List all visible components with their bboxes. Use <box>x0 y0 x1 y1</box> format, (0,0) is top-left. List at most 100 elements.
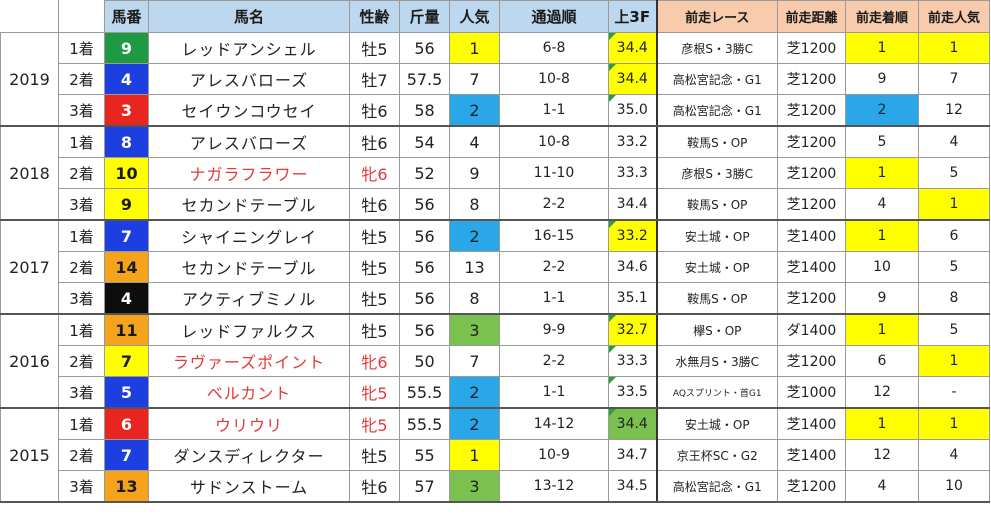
prev-finish: 2 <box>845 94 919 127</box>
prev-popularity: 12 <box>918 94 990 127</box>
prev-distance: 芝1200 <box>777 282 846 315</box>
corner-cell <box>0 0 59 33</box>
finish-rank: 2着 <box>58 157 105 189</box>
prev-race: 鞍馬S・OP <box>655 188 778 221</box>
table-row: 2着 14 セカンドテーブル 牡5 56 13 2-2 34.6 安土城・OP 芝1400 10 5 <box>1 251 990 283</box>
finish-rank: 1着 <box>58 219 105 252</box>
carried-weight: 56 <box>399 188 450 221</box>
header-row: 馬番 馬名 性齢 斤量 人気 通過順 上3F 前走レース 前走距離 前走着順 前… <box>0 0 990 33</box>
table-row: 2着 4 アレスバローズ 牡7 57.5 7 10-8 34.4 高松宮記念・G1 芝1200 9 7 <box>1 63 990 95</box>
table-row: 2017 1着 7 シャイニングレイ 牡5 56 2 16-15 33.2 安土城・OP 芝1400… <box>0 219 990 315</box>
sex-age: 牡6 <box>349 470 400 503</box>
prev-finish: 10 <box>845 251 919 283</box>
table-row: 3着 5 ベルカント 牝5 55.5 2 1-1 33.5 AQスプリント・首G1 芝1000 12… <box>1 376 990 409</box>
last-3f: 32.7 <box>608 313 657 346</box>
sex-age: 牝5 <box>349 376 400 409</box>
passing-order: 10-8 <box>499 125 609 158</box>
sex-age: 牝5 <box>349 407 400 440</box>
horse-number: 9 <box>104 32 149 64</box>
prev-finish: 6 <box>845 345 919 377</box>
finish-rank: 3着 <box>58 94 105 127</box>
horse-number: 8 <box>104 125 149 158</box>
prev-popularity: - <box>918 376 990 409</box>
header-weight: 斤量 <box>399 0 450 33</box>
header-sex-age: 性齢 <box>349 0 400 33</box>
prev-popularity: 5 <box>918 251 990 283</box>
horse-number: 14 <box>104 251 149 283</box>
sex-age: 牡5 <box>349 251 400 283</box>
finish-rank: 1着 <box>58 32 105 64</box>
finish-rank: 1着 <box>58 407 105 440</box>
carried-weight: 56 <box>399 313 450 346</box>
prev-finish: 4 <box>845 188 919 221</box>
year-cell: 2016 <box>0 313 59 409</box>
carried-weight: 57.5 <box>399 63 450 95</box>
passing-order: 9-9 <box>499 313 609 346</box>
popularity: 8 <box>449 282 500 315</box>
last-3f: 34.6 <box>608 251 657 283</box>
header-last-3f: 上3F <box>608 0 657 33</box>
popularity: 2 <box>449 94 500 127</box>
year-cell: 2019 <box>0 32 59 127</box>
header-horse-number: 馬番 <box>104 0 149 33</box>
horse-number: 9 <box>104 188 149 221</box>
prev-distance: 芝1400 <box>777 251 846 283</box>
table-row: 3着 9 セカンドテーブル 牡6 56 8 2-2 34.4 鞍馬S・OP 芝1200 4 1 <box>1 188 990 221</box>
corner-cell <box>58 0 105 33</box>
prev-popularity: 5 <box>918 157 990 189</box>
prev-distance: 芝1200 <box>777 63 846 95</box>
passing-order: 2-2 <box>499 188 609 221</box>
results-body: 2019 1着 9 レッドアンシェル 牡5 56 1 6-8 34.4 彦根S・3勝C 芝1200 1… <box>0 32 990 503</box>
passing-order: 13-12 <box>499 470 609 503</box>
prev-race: 安土城・OP <box>655 407 778 440</box>
carried-weight: 54 <box>399 125 450 158</box>
carried-weight: 56 <box>399 251 450 283</box>
table-row: 2016 1着 11 レッドファルクス 牡5 56 3 9-9 32.7 欅S・OP ダ1400 1 5 <box>0 313 990 409</box>
prev-distance: 芝1200 <box>777 345 846 377</box>
prev-finish: 1 <box>845 313 919 346</box>
prev-popularity: 8 <box>918 282 990 315</box>
carried-weight: 55 <box>399 439 450 471</box>
sex-age: 牡6 <box>349 94 400 127</box>
table-row: 3着 13 サドンストーム 牡6 57 3 13-12 34.5 高松宮記念・G1 芝1200 4 1… <box>1 470 990 503</box>
prev-distance: 芝1200 <box>777 157 846 189</box>
passing-order: 2-2 <box>499 345 609 377</box>
prev-distance: 芝1000 <box>777 376 846 409</box>
prev-finish: 12 <box>845 439 919 471</box>
prev-finish: 1 <box>845 157 919 189</box>
last-3f: 35.1 <box>608 282 657 315</box>
prev-distance: ダ1400 <box>777 313 846 346</box>
popularity: 7 <box>449 345 500 377</box>
horse-number: 7 <box>104 439 149 471</box>
popularity: 3 <box>449 470 500 503</box>
horse-number: 6 <box>104 407 149 440</box>
prev-distance: 芝1200 <box>777 188 846 221</box>
prev-finish: 1 <box>845 407 919 440</box>
prev-race: 高松宮記念・G1 <box>655 63 778 95</box>
prev-race: 彦根S・3勝C <box>655 32 778 64</box>
carried-weight: 55.5 <box>399 407 450 440</box>
last-3f: 33.2 <box>608 125 657 158</box>
horse-number: 13 <box>104 470 149 503</box>
passing-order: 6-8 <box>499 32 609 64</box>
carried-weight: 56 <box>399 282 450 315</box>
finish-rank: 3着 <box>58 470 105 503</box>
table-row: 2着 7 ダンスディレクター 牡5 55 1 10-9 34.7 京王杯SC・G2 芝1400 12… <box>1 439 990 471</box>
horse-name: シャイニングレイ <box>148 219 350 252</box>
prev-race: 水無月S・3勝C <box>655 345 778 377</box>
sex-age: 牝6 <box>349 345 400 377</box>
prev-popularity: 1 <box>918 407 990 440</box>
table-row: 2着 10 ナガラフラワー 牝6 52 9 11-10 33.3 彦根S・3勝C 芝1200 1 5 <box>1 157 990 189</box>
header-prev-distance: 前走距離 <box>777 0 846 33</box>
last-3f: 34.4 <box>608 188 657 221</box>
last-3f: 35.0 <box>608 94 657 127</box>
sex-age: 牡6 <box>349 125 400 158</box>
carried-weight: 52 <box>399 157 450 189</box>
popularity: 2 <box>449 219 500 252</box>
carried-weight: 56 <box>399 219 450 252</box>
header-popularity: 人気 <box>449 0 500 33</box>
prev-popularity: 1 <box>918 188 990 221</box>
carried-weight: 50 <box>399 345 450 377</box>
table-row: 3着 3 セイウンコウセイ 牡6 58 2 1-1 35.0 高松宮記念・G1 芝1200 2 12 <box>1 94 990 127</box>
prev-finish: 1 <box>845 32 919 64</box>
